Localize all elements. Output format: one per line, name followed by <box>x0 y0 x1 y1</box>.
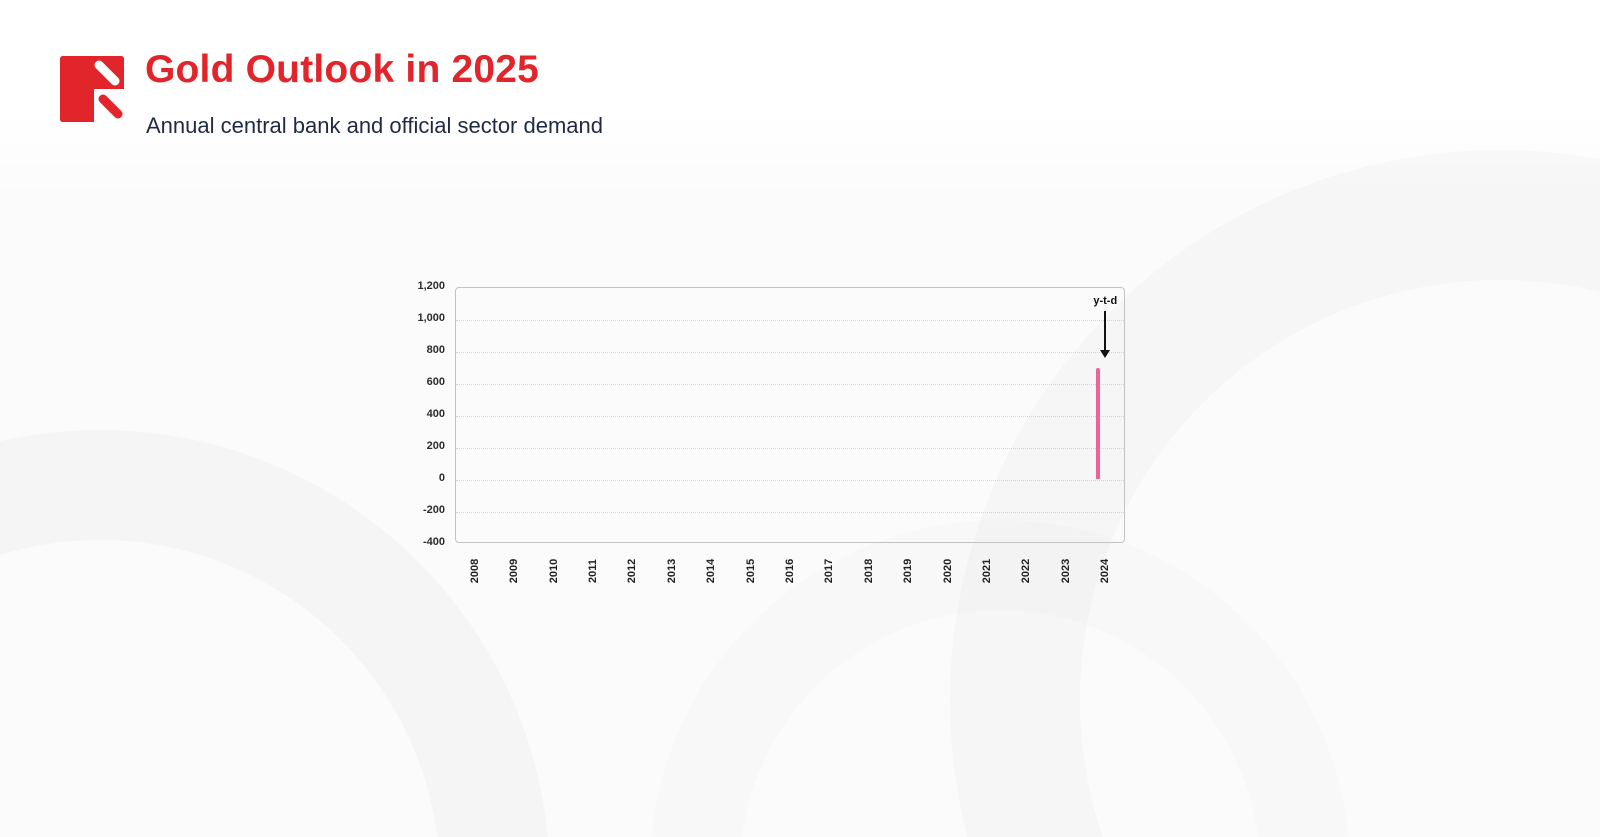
y-tick-600: 600 <box>426 376 445 388</box>
brand-flag-logo-icon <box>60 56 124 122</box>
page-subtitle: Annual central bank and official sector … <box>146 113 603 138</box>
gridline-600 <box>456 384 1124 385</box>
x-tick-2017: 2017 <box>823 558 836 584</box>
x-tick-2024: 2024 <box>1099 558 1112 584</box>
y-tick-1200: 1,200 <box>417 280 445 292</box>
ytd-annotation-label: y-t-d <box>1093 294 1118 307</box>
y-tick--200: -200 <box>422 504 445 516</box>
y-tick-200: 200 <box>426 440 445 452</box>
x-tick-2018: 2018 <box>862 558 875 584</box>
y-tick-400: 400 <box>426 408 445 420</box>
bar-2024 <box>1096 367 1101 479</box>
background-top-band <box>0 0 1600 200</box>
x-tick-2010: 2010 <box>547 558 560 584</box>
gridline-800 <box>456 352 1124 353</box>
gridline-400 <box>456 416 1124 417</box>
x-tick-2014: 2014 <box>705 558 718 584</box>
x-tick-2016: 2016 <box>784 558 796 584</box>
x-tick-2009: 2009 <box>508 558 521 584</box>
ytd-arrow-line <box>1104 310 1107 351</box>
x-tick-2015: 2015 <box>744 558 757 584</box>
x-tick-2021: 2021 <box>981 558 994 584</box>
x-tick-2022: 2022 <box>1020 558 1033 584</box>
y-tick--400: -400 <box>422 536 445 548</box>
x-tick-2019: 2019 <box>902 558 915 584</box>
plot-area <box>455 287 1125 543</box>
gridline-1000 <box>456 320 1124 321</box>
gridline-0 <box>456 480 1124 481</box>
gridline--200 <box>456 512 1124 513</box>
ytd-arrow-head-icon <box>1100 349 1111 358</box>
x-tick-2008: 2008 <box>468 558 481 584</box>
x-tick-2013: 2013 <box>665 558 678 584</box>
x-tick-2011: 2011 <box>586 559 599 583</box>
y-tick-0: 0 <box>438 472 445 484</box>
x-tick-2023: 2023 <box>1059 558 1072 584</box>
x-tick-2020: 2020 <box>941 558 954 584</box>
gridline-200 <box>456 448 1124 449</box>
y-tick-800: 800 <box>426 344 445 356</box>
x-tick-2012: 2012 <box>626 558 639 584</box>
y-tick-1000: 1,000 <box>417 312 445 324</box>
page-title: Gold Outlook in 2025 <box>145 48 540 91</box>
